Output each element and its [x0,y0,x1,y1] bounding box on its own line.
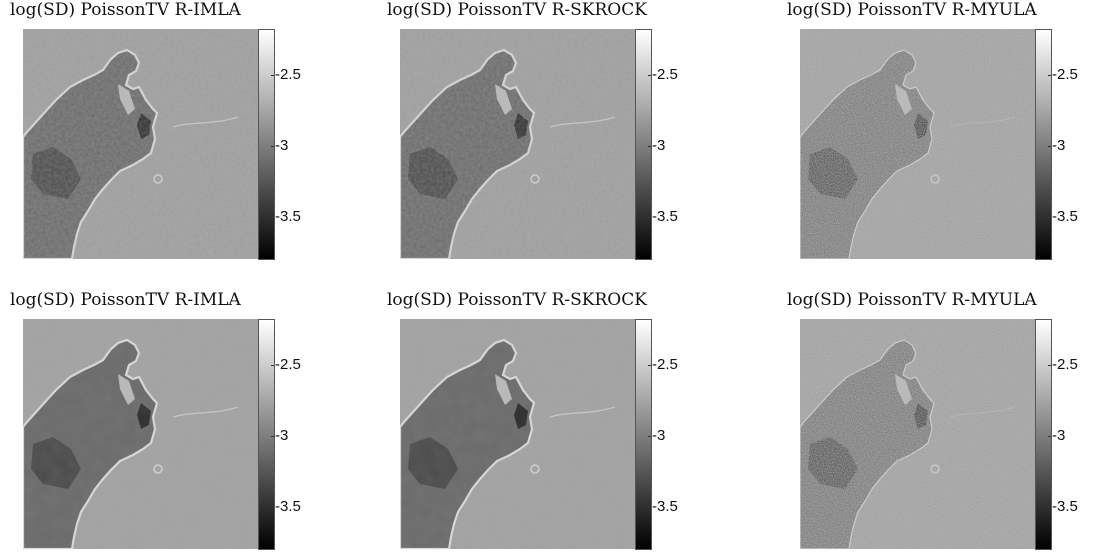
panel-title: log(SD) PoissonTV R-SKROCK [387,290,647,310]
colorbar [258,29,275,260]
colorbar-tick-label: -2.5 [652,356,678,373]
colorbar-tick-label: -3.5 [652,498,678,515]
panel-title: log(SD) PoissonTV R-MYULA [787,0,1037,20]
sd-image [800,29,1037,259]
colorbar-tick-label: -2.5 [275,66,301,83]
colorbar-tick-mark [271,75,274,76]
panel-title: log(SD) PoissonTV R-IMLA [10,290,241,310]
colorbar-tick-label: -3 [1052,137,1066,154]
colorbar-tick-mark [271,365,274,366]
colorbar-tick-mark [271,146,274,147]
panel-title: log(SD) PoissonTV R-IMLA [10,0,241,20]
sd-image [400,319,637,549]
colorbar-tick-mark [648,507,651,508]
colorbar-tick-mark [1048,146,1051,147]
colorbar [635,319,652,550]
colorbar-tick-mark [648,146,651,147]
panel: log(SD) PoissonTV R-IMLA -2.5 -3 -3.5 [10,0,340,262]
panel-title: log(SD) PoissonTV R-SKROCK [387,0,647,20]
colorbar-tick-label: -2.5 [275,356,301,373]
colorbar [635,29,652,260]
panel: log(SD) PoissonTV R-MYULA -2.5 -3 -3.5 [787,0,1100,262]
colorbar-tick-label: -3.5 [652,208,678,225]
colorbar-tick-mark [1048,507,1051,508]
panel: log(SD) PoissonTV R-SKROCK -2.5 -3 -3.5 [387,290,717,552]
colorbar-tick-label: -3.5 [275,208,301,225]
panel-title: log(SD) PoissonTV R-MYULA [787,290,1037,310]
colorbar-tick-label: -3 [652,427,666,444]
colorbar-tick-mark [648,75,651,76]
colorbar-tick-label: -3 [652,137,666,154]
sd-image [800,319,1037,549]
colorbar-tick-label: -2.5 [1052,66,1078,83]
colorbar [1035,319,1052,550]
colorbar-tick-label: -3.5 [1052,208,1078,225]
colorbar-tick-mark [271,217,274,218]
colorbar-tick-label: -3 [275,427,289,444]
colorbar-tick-label: -3.5 [1052,498,1078,515]
sd-image [23,29,260,259]
colorbar-tick-label: -2.5 [652,66,678,83]
colorbar-tick-mark [1048,217,1051,218]
panel: log(SD) PoissonTV R-MYULA -2.5 -3 -3.5 [787,290,1100,552]
panel: log(SD) PoissonTV R-IMLA -2.5 -3 -3.5 [10,290,340,552]
colorbar-tick-label: -3 [1052,427,1066,444]
colorbar-tick-label: -3 [275,137,289,154]
colorbar [1035,29,1052,260]
colorbar-tick-mark [1048,436,1051,437]
colorbar-tick-mark [1048,75,1051,76]
colorbar-tick-mark [648,217,651,218]
colorbar-tick-mark [271,436,274,437]
colorbar-tick-mark [648,365,651,366]
sd-image [400,29,637,259]
colorbar-tick-mark [271,507,274,508]
colorbar-tick-mark [1048,365,1051,366]
colorbar [258,319,275,550]
colorbar-tick-label: -3.5 [275,498,301,515]
colorbar-tick-label: -2.5 [1052,356,1078,373]
panel: log(SD) PoissonTV R-SKROCK -2.5 -3 -3.5 [387,0,717,262]
colorbar-tick-mark [648,436,651,437]
sd-image [23,319,260,549]
